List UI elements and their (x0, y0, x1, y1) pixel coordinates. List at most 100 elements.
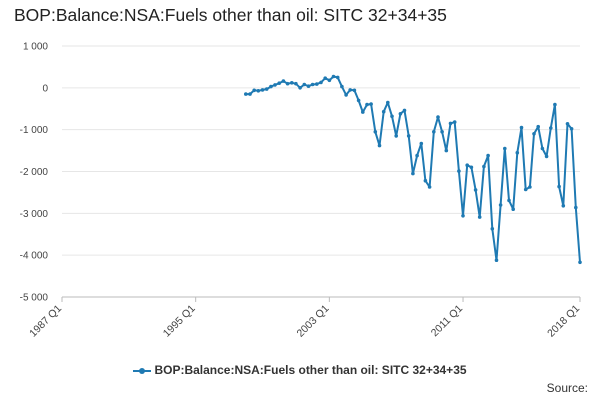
data-point (436, 115, 440, 119)
data-point (515, 150, 520, 155)
data-point (532, 132, 536, 136)
data-point (565, 122, 570, 126)
data-point (415, 153, 419, 158)
data-point (423, 178, 428, 183)
x-tick-label: 1987 Q1 (27, 303, 64, 340)
y-tick-label: -2 000 (20, 167, 49, 178)
y-tick-label: 0 (42, 83, 48, 94)
data-point (252, 88, 256, 93)
x-tick-label: 2018 Q1 (545, 303, 582, 340)
data-point (306, 84, 311, 88)
data-point (356, 98, 361, 103)
data-point (294, 81, 298, 86)
data-point (285, 81, 290, 86)
data-point (427, 185, 432, 189)
data-point (369, 102, 373, 106)
data-point (440, 130, 444, 134)
data-point (482, 164, 486, 169)
data-point (310, 82, 315, 87)
data-point (386, 100, 390, 105)
data-series (244, 74, 582, 265)
data-point (377, 143, 382, 148)
data-point (494, 258, 499, 263)
data-point (348, 88, 353, 92)
data-point (536, 124, 540, 129)
data-point (260, 88, 265, 92)
data-point (448, 121, 453, 126)
data-point (452, 120, 457, 124)
x-tick-label: 2011 Q1 (429, 303, 466, 340)
data-point (344, 93, 348, 97)
data-point (281, 79, 286, 83)
data-point (402, 108, 407, 113)
data-point (381, 109, 386, 114)
data-point (269, 84, 273, 89)
data-point (498, 203, 503, 207)
data-point (574, 205, 578, 210)
series-line (245, 75, 581, 263)
data-point (561, 204, 566, 208)
data-point (411, 171, 415, 176)
y-tick-label: 1 000 (23, 42, 48, 53)
data-point (398, 112, 403, 116)
source-label: Source: (546, 381, 588, 395)
data-point (352, 88, 357, 93)
y-tick-label: -3 000 (20, 209, 49, 220)
data-point (365, 102, 369, 107)
data-point (461, 214, 465, 218)
data-point (528, 185, 532, 189)
data-point (477, 215, 482, 219)
y-tick-label: -5 000 (20, 293, 49, 304)
data-point (511, 207, 515, 211)
data-point (457, 169, 461, 173)
data-point (244, 92, 248, 96)
data-point (507, 198, 511, 203)
legend-label: BOP:Balance:NSA:Fuels other than oil: SI… (154, 363, 467, 377)
data-point (444, 148, 449, 153)
data-point (473, 188, 478, 192)
data-point (432, 130, 436, 134)
data-point (419, 141, 424, 146)
data-point (373, 130, 378, 134)
data-point (544, 154, 549, 159)
data-point (557, 184, 561, 189)
data-point (465, 163, 470, 167)
x-tick-label: 2003 Q1 (294, 303, 331, 340)
data-point (273, 83, 277, 87)
data-point (315, 82, 319, 86)
y-tick-label: -4 000 (20, 251, 49, 262)
data-point (490, 227, 495, 231)
chart-title: BOP:Balance:NSA:Fuels other than oil: SI… (14, 5, 447, 25)
data-point (394, 134, 399, 138)
data-point (302, 82, 307, 87)
x-tick-label: 1995 Q1 (161, 303, 198, 340)
data-point (540, 146, 545, 151)
data-point (264, 87, 269, 91)
data-point (549, 126, 553, 130)
legend[interactable]: BOP:Balance:NSA:Fuels other than oil: SI… (0, 363, 600, 377)
y-tick-label: -1 000 (20, 125, 49, 136)
data-point (553, 102, 557, 107)
data-point (248, 92, 252, 96)
data-point (277, 81, 282, 85)
data-point (523, 187, 528, 192)
data-point (503, 146, 507, 151)
data-point (298, 86, 302, 90)
data-point (331, 74, 336, 79)
data-point (390, 114, 394, 119)
data-point (327, 78, 332, 83)
data-point (578, 260, 582, 265)
legend-marker-icon (133, 366, 152, 376)
data-point (323, 76, 328, 80)
data-point (340, 84, 344, 89)
data-point (256, 89, 261, 93)
data-point (335, 75, 340, 80)
data-point (290, 81, 294, 85)
data-point (569, 127, 574, 131)
data-point (486, 153, 490, 158)
data-point (469, 165, 474, 170)
data-point (406, 134, 411, 138)
data-point (519, 125, 524, 130)
data-point (319, 80, 323, 85)
